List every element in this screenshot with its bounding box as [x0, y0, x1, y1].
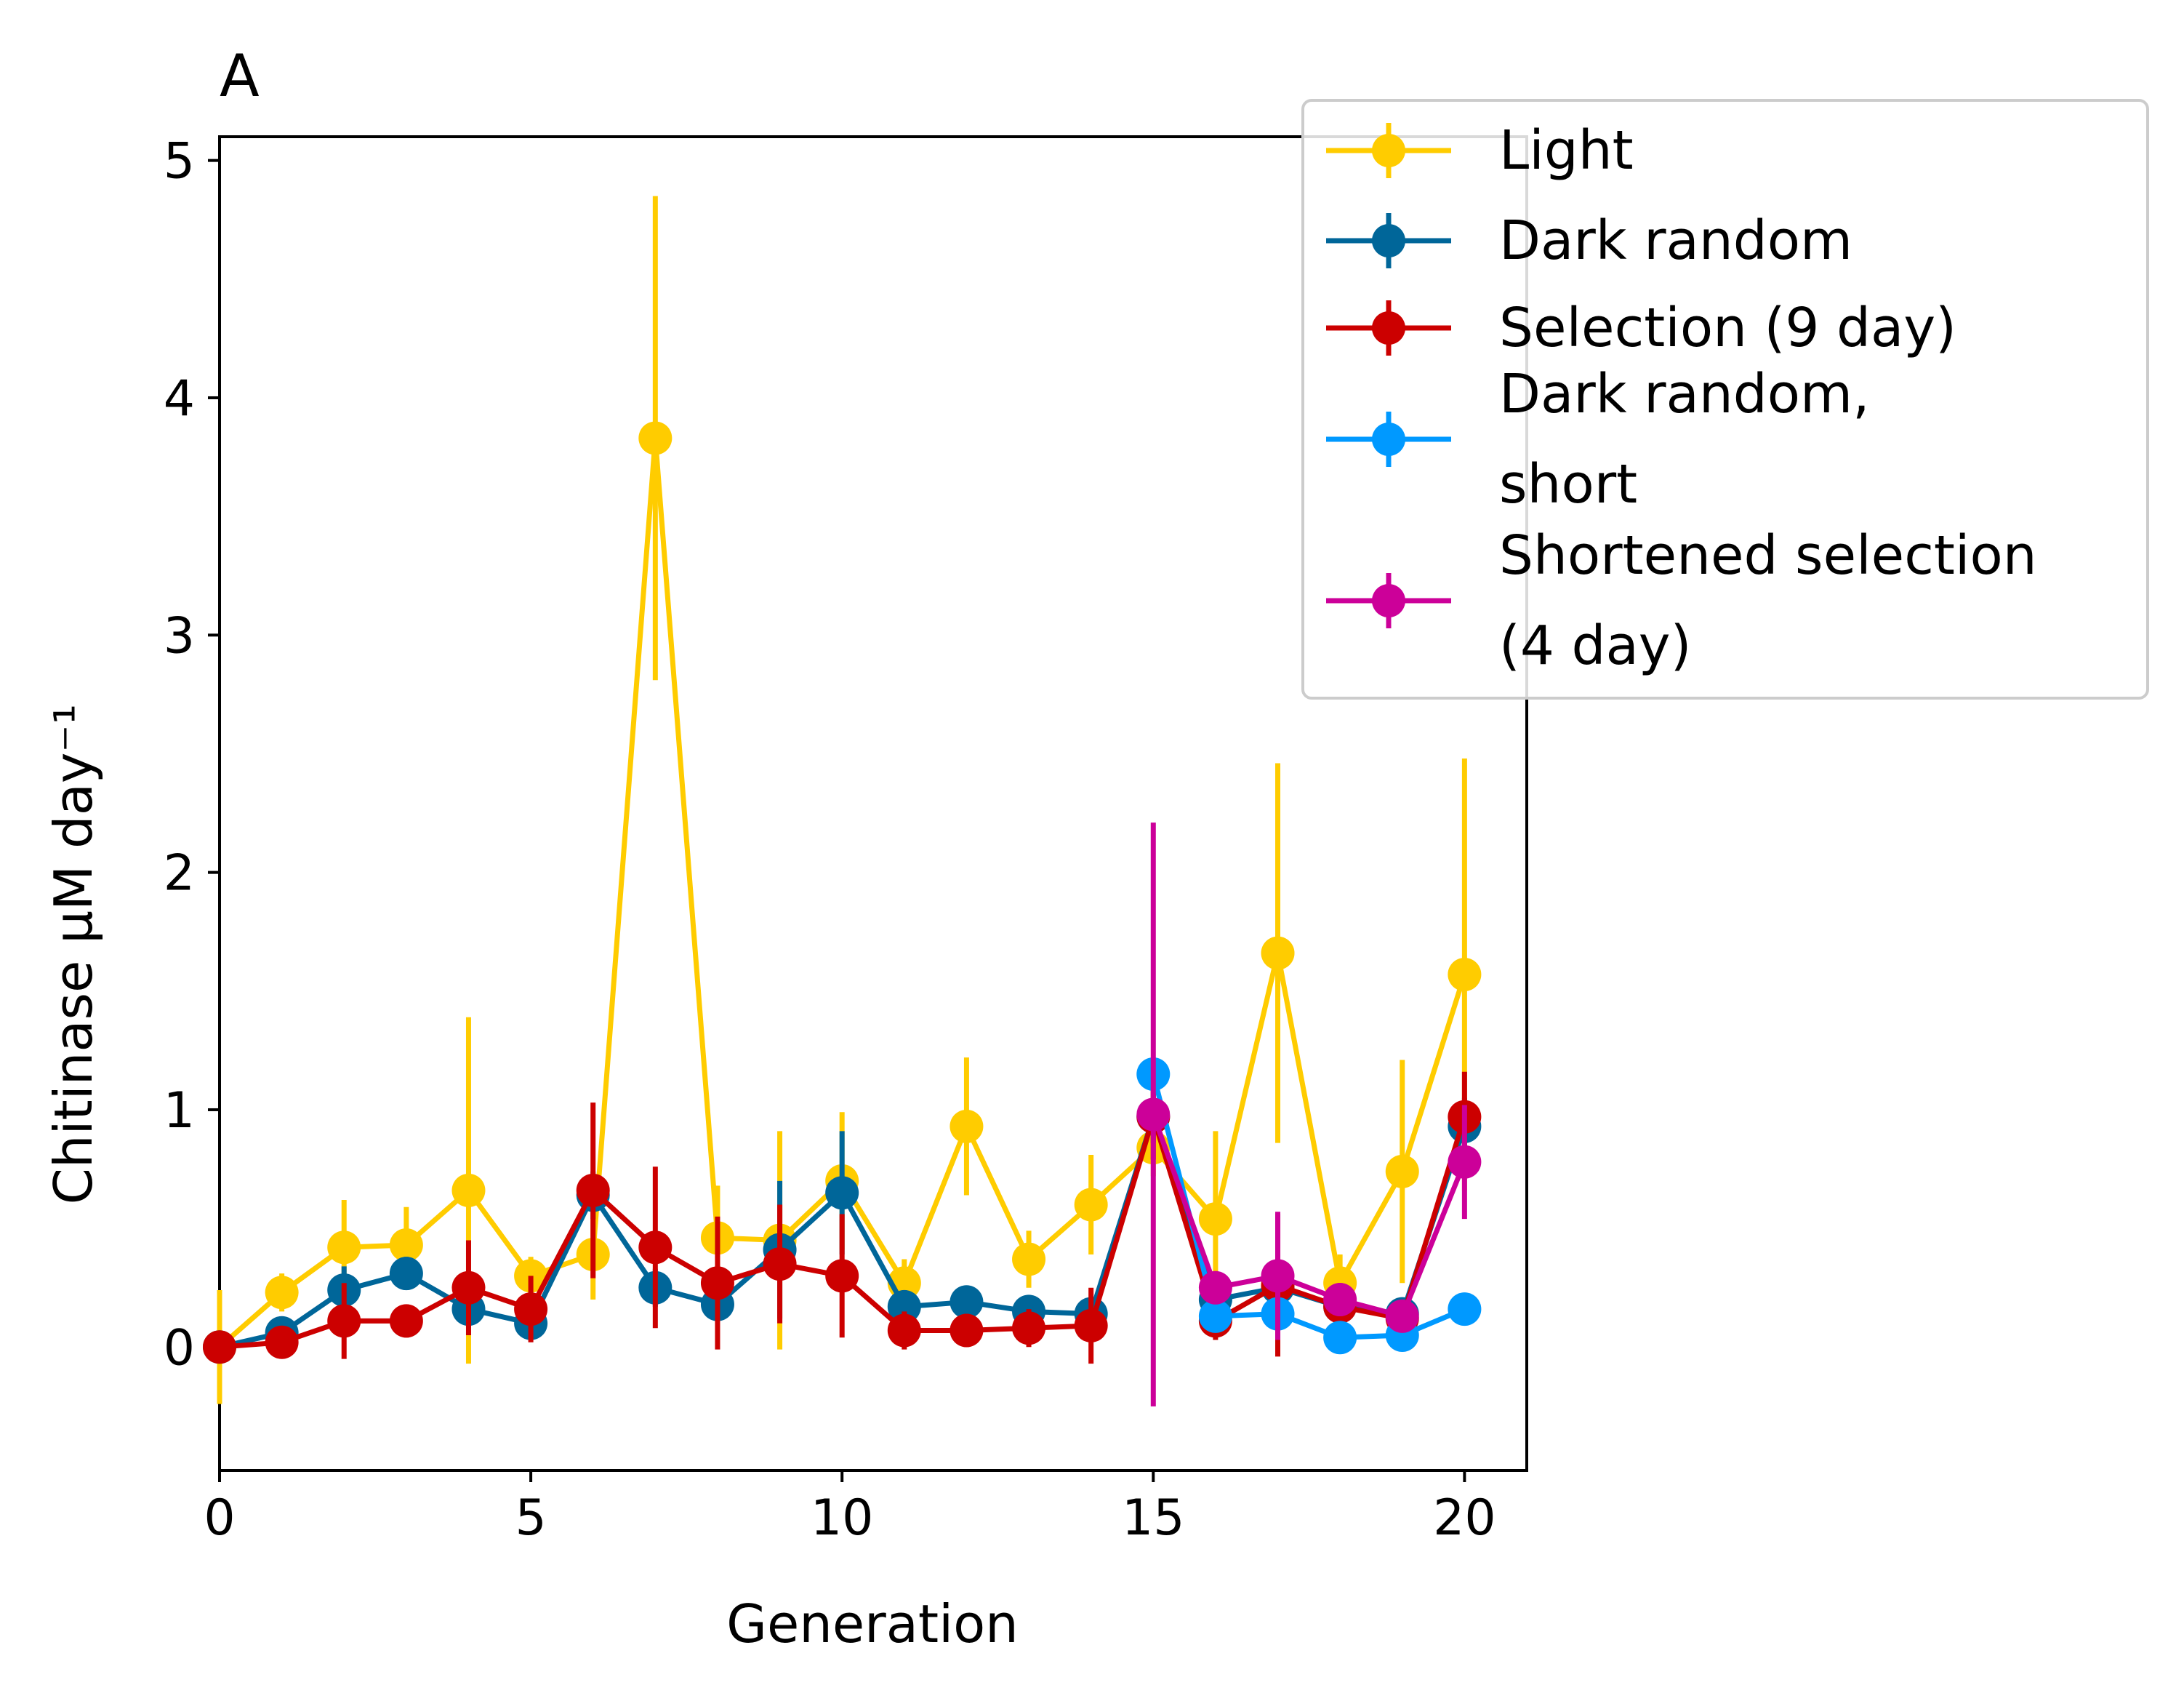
data-point [576, 1173, 610, 1207]
legend-swatch-marker [1372, 224, 1405, 257]
data-point [389, 1257, 423, 1291]
data-point [1385, 1299, 1419, 1333]
legend-label: short [1499, 453, 1637, 516]
legend-label: Shortened selection [1499, 524, 2037, 587]
legend-label: Light [1499, 119, 1634, 182]
plot-area [203, 196, 1482, 1406]
x-axis-label: Generation [726, 1593, 1019, 1654]
legend-swatch-marker [1372, 584, 1405, 617]
legend-label: (4 day) [1499, 615, 1691, 677]
data-point [265, 1325, 299, 1359]
axes: 0 5 10 15 20 0 1 2 3 4 5 [164, 133, 1528, 1547]
data-point [1385, 1154, 1419, 1188]
data-point [1198, 1202, 1232, 1236]
data-point [1448, 1145, 1482, 1179]
data-point [1323, 1283, 1357, 1317]
data-point [950, 1285, 984, 1319]
data-point [1323, 1321, 1357, 1355]
legend-label: Selection (9 day) [1499, 297, 1956, 359]
data-point [1261, 936, 1295, 970]
data-point [638, 421, 673, 455]
y-tick-label: 3 [164, 607, 195, 665]
y-tick-label: 0 [164, 1319, 195, 1377]
legend-label: Dark random, [1499, 363, 1870, 425]
data-point [1198, 1299, 1232, 1333]
data-point [950, 1109, 984, 1143]
data-point [1198, 1270, 1232, 1305]
data-point [763, 1247, 797, 1281]
data-point [327, 1230, 361, 1265]
data-point [265, 1276, 299, 1310]
data-point [203, 1330, 236, 1364]
y-tick-label: 4 [164, 370, 195, 428]
panel-label: A [220, 42, 260, 110]
data-point [1012, 1311, 1046, 1345]
legend-frame [1301, 99, 2149, 700]
data-point [451, 1173, 486, 1207]
y-tick-label: 5 [164, 133, 195, 191]
data-point [950, 1313, 984, 1348]
data-point [825, 1259, 859, 1293]
series-line [1150, 1113, 1467, 1319]
legend-swatch-marker [1372, 311, 1405, 345]
x-tick-label: 0 [204, 1489, 235, 1547]
data-point [700, 1266, 734, 1300]
y-axis-label: Chitinase μM day⁻¹ [43, 704, 104, 1205]
y-tick-label: 1 [164, 1082, 195, 1140]
data-point [389, 1228, 423, 1262]
series-4 [1136, 823, 1482, 1406]
data-point [1136, 1097, 1171, 1132]
data-point [514, 1292, 548, 1326]
data-point [1448, 957, 1482, 991]
data-point [1448, 1292, 1482, 1326]
data-point [887, 1289, 921, 1324]
legend-label: Dark random [1499, 209, 1852, 272]
legend-swatch-marker [1372, 134, 1405, 167]
x-tick-label: 20 [1433, 1489, 1496, 1547]
data-point [1074, 1188, 1108, 1222]
data-point [1012, 1242, 1046, 1276]
legend-swatch-marker [1372, 423, 1405, 456]
x-tick-label: 5 [515, 1489, 546, 1547]
data-point [327, 1304, 361, 1338]
data-point [887, 1313, 921, 1348]
x-tick-label: 10 [811, 1489, 874, 1547]
y-tick-label: 2 [164, 845, 195, 902]
data-point [389, 1304, 423, 1338]
data-point [638, 1230, 673, 1265]
data-point [451, 1270, 486, 1305]
data-point [825, 1176, 859, 1210]
legend: Light Dark random Selection (9 day)Dark ra… [1301, 99, 2149, 700]
axes-frame [218, 135, 1528, 1472]
data-point [1261, 1259, 1295, 1293]
data-point [1074, 1308, 1108, 1342]
x-tick-label: 15 [1122, 1489, 1185, 1547]
